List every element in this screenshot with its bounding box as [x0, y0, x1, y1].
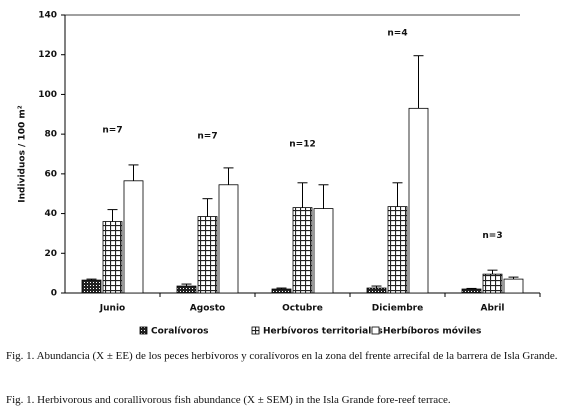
chart: Individuos / 100 m² 0 20 40 60 80 100 120 140 Ju… — [18, 11, 541, 337]
x-tick-label: Octubre — [282, 304, 323, 314]
legend-swatch — [139, 326, 148, 335]
bar — [176, 285, 197, 294]
x-tick-label: Diciembre — [372, 304, 423, 314]
caption: Fig. 1. Abundancia (X ± EE) de los peces… — [6, 350, 558, 362]
legend-label: Herbívoros territoriales — [263, 327, 383, 337]
legend-label: Coralívoros — [151, 327, 209, 337]
annotation: n=4 — [387, 28, 407, 38]
annotation: n=12 — [289, 140, 315, 150]
bar — [123, 180, 144, 294]
error-bar — [202, 198, 213, 217]
error-bar — [413, 55, 424, 109]
bar — [292, 207, 313, 294]
bar — [503, 278, 524, 294]
y-tick-label: 20 — [44, 249, 57, 259]
bar — [81, 279, 102, 294]
y-tick-label: 60 — [44, 169, 57, 179]
error-bar — [318, 184, 329, 209]
bar — [461, 288, 482, 294]
annotation: n=7 — [197, 132, 217, 142]
annotation: n=3 — [482, 231, 502, 241]
error-bar — [223, 167, 234, 185]
x-tick-label: Abril — [480, 304, 504, 314]
bar — [366, 287, 387, 294]
error-bar — [128, 164, 139, 181]
y-axis-label: Individuos / 100 m² — [18, 105, 28, 202]
legend-swatch — [251, 326, 260, 335]
y-tick-label: 100 — [38, 90, 57, 100]
bar — [218, 184, 239, 294]
bar — [482, 273, 503, 294]
y-tick-label: 120 — [38, 50, 57, 60]
y-tick-label: 40 — [44, 209, 57, 219]
bar — [102, 221, 123, 294]
error-bar — [107, 209, 118, 222]
x-tick-label: Agosto — [190, 304, 225, 314]
y-tick-label: 140 — [38, 11, 57, 21]
caption: Fig. 1. Herbivorous and corallivorous fi… — [6, 394, 451, 406]
legend-swatch — [371, 326, 380, 335]
legend-label: Herbíboros móviles — [383, 326, 481, 337]
y-tick-label: 0 — [51, 289, 57, 299]
bar — [408, 107, 429, 294]
bar — [197, 216, 218, 294]
annotation: n=7 — [102, 126, 122, 136]
error-bar — [392, 182, 403, 207]
error-bar — [297, 182, 308, 208]
y-tick-label: 80 — [44, 130, 57, 140]
error-bar — [487, 269, 498, 275]
x-tick-label: Junio — [99, 304, 125, 314]
bar — [387, 206, 408, 294]
bar — [271, 288, 292, 294]
bar — [313, 208, 334, 294]
